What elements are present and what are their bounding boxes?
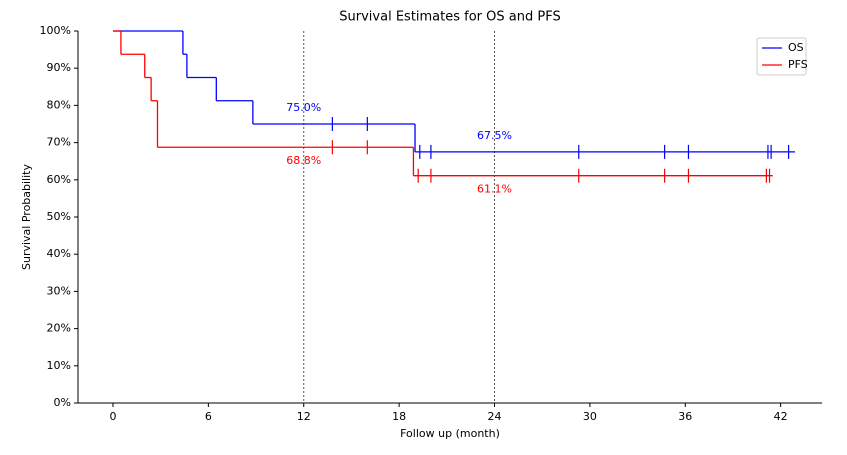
y-axis-label: Survival Probability (20, 164, 33, 270)
x-tick-label: 0 (109, 410, 116, 423)
x-tick-label: 36 (678, 410, 692, 423)
y-tick-label: 30% (47, 284, 71, 297)
legend-box (756, 37, 807, 76)
x-tick-label: 12 (297, 410, 311, 423)
legend-label: PFS (788, 58, 808, 71)
chart-title: Survival Estimates for OS and PFS (339, 10, 560, 25)
annotation: 75.0% (286, 101, 321, 114)
x-axis-label: Follow up (month) (400, 427, 500, 440)
y-tick-label: 10% (47, 359, 71, 372)
x-tick-label: 18 (392, 410, 406, 423)
y-tick-label: 50% (47, 210, 71, 223)
x-tick-label: 30 (583, 410, 597, 423)
y-tick-label: 40% (47, 247, 71, 260)
x-tick-label: 6 (205, 410, 212, 423)
y-tick-label: 60% (47, 173, 71, 186)
x-tick-label: 42 (774, 410, 788, 423)
x-tick-label: 24 (488, 410, 502, 423)
y-tick-label: 100% (40, 24, 71, 37)
legend-label: OS (788, 41, 804, 54)
y-tick-label: 0% (54, 396, 71, 409)
annotation: 68.8% (286, 154, 321, 167)
annotation: 67.5% (477, 129, 512, 142)
y-tick-label: 20% (47, 322, 71, 335)
y-tick-label: 70% (47, 136, 71, 149)
y-tick-label: 90% (47, 61, 71, 74)
annotation: 61.1% (477, 183, 512, 196)
y-tick-label: 80% (47, 98, 71, 111)
